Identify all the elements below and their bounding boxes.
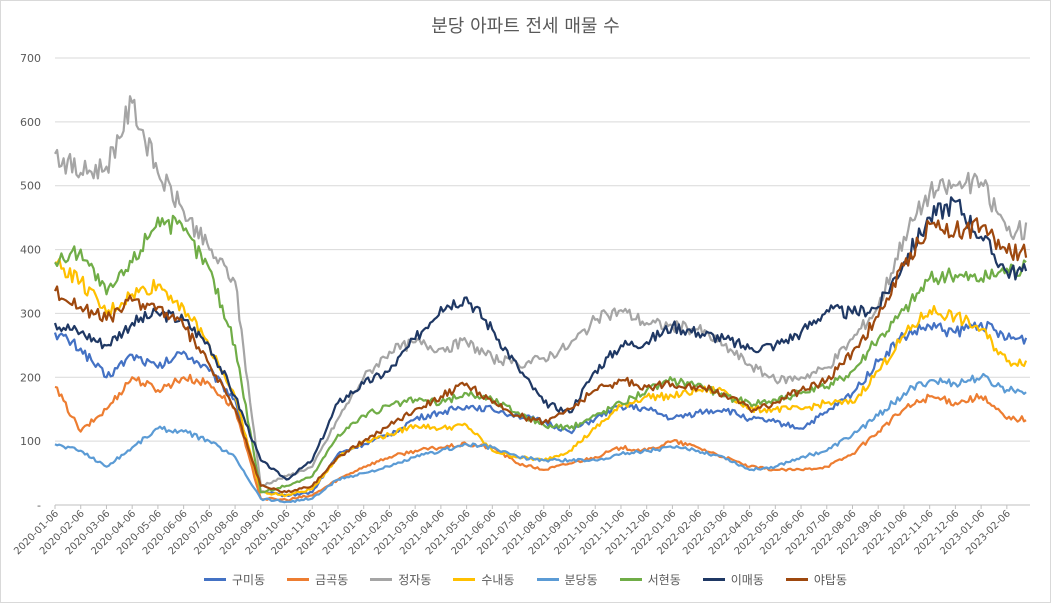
- legend-label: 수내동: [481, 573, 515, 587]
- legend-label: 금곡동: [315, 573, 349, 587]
- y-tick-label: 400: [20, 244, 41, 257]
- y-axis: - 100 200 300 400 500 600 700: [20, 52, 41, 512]
- series-line-야탑동: [53, 217, 1028, 494]
- legend: 구미동 금곡동 정자동 수내동 분당동 서현동 이매동 야탑동: [0, 571, 1051, 588]
- legend-swatch: [785, 578, 808, 581]
- series-line-정자동: [54, 95, 1028, 487]
- legend-label: 서현동: [647, 573, 681, 587]
- legend-swatch: [536, 578, 559, 581]
- legend-swatch: [619, 578, 642, 581]
- y-tick-label: 100: [20, 435, 41, 448]
- legend-item: 구미동: [204, 571, 265, 588]
- y-tick-label: 200: [20, 371, 41, 384]
- x-axis: 2020-01-062020-02-062020-03-062020-04-06…: [12, 505, 1013, 557]
- legend-swatch: [204, 578, 226, 581]
- legend-label: 정자동: [398, 573, 432, 587]
- legend-swatch: [702, 578, 725, 581]
- chart-plot-area: - 100 200 300 400 500 600 700 2020-01-062020-02…: [12, 52, 1030, 557]
- legend-label: 분당동: [564, 573, 598, 587]
- legend-item: 금곡동: [287, 571, 348, 588]
- legend-swatch: [370, 578, 393, 581]
- legend-item: 정자동: [370, 571, 431, 588]
- y-tick-label: 300: [20, 307, 41, 320]
- y-tick-label: 500: [20, 180, 41, 193]
- legend-label: 이매동: [730, 573, 764, 587]
- legend-item: 서현동: [619, 571, 681, 588]
- legend-item: 분당동: [536, 571, 598, 588]
- legend-item: 수내동: [453, 571, 515, 588]
- y-tick-label: -: [37, 499, 41, 512]
- series-line-이매동: [53, 196, 1028, 481]
- legend-label: 야탑동: [813, 573, 847, 587]
- chart-title: 분당 아파트 전세 매물 수: [431, 16, 620, 37]
- y-tick-label: 700: [20, 52, 41, 65]
- series-line-금곡동: [54, 373, 1027, 502]
- legend-swatch: [287, 578, 310, 581]
- y-tick-label: 600: [20, 116, 41, 129]
- series-line-분당동: [54, 372, 1027, 504]
- series-line-서현동: [54, 214, 1027, 494]
- legend-item: 이매동: [702, 571, 764, 588]
- legend-item: 야탑동: [785, 571, 847, 588]
- series-lines: [53, 95, 1028, 504]
- legend-swatch: [453, 578, 476, 581]
- legend-label: 구미동: [232, 573, 266, 587]
